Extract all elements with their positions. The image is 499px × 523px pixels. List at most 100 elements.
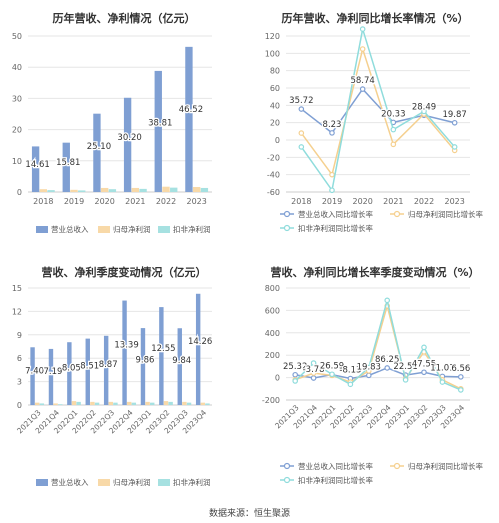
data-source-footer: 数据来源：恒生聚源 [208, 509, 290, 519]
data-label: 25.32 [283, 362, 307, 372]
data-label: 9.84 [172, 356, 191, 366]
x-tick-label: 2019 [64, 197, 84, 206]
y-tick-label: 3 [17, 378, 22, 387]
bar-deducted-profit [170, 187, 178, 192]
bar-parent-profit [71, 401, 77, 405]
bar-deducted-profit [39, 403, 45, 405]
bar-parent-profit [90, 401, 95, 405]
data-point [347, 381, 354, 388]
data-point [457, 374, 464, 380]
data-label: 86.25 [375, 355, 399, 365]
bar-parent-profit [182, 401, 187, 405]
data-point [298, 130, 305, 136]
legend-swatch [158, 226, 170, 233]
legend-marker [283, 476, 291, 484]
data-point [365, 364, 372, 371]
data-point [457, 387, 464, 393]
x-tick-label: 2018 [33, 197, 53, 206]
data-label: 19.87 [442, 110, 466, 120]
y-tick-label: 20 [12, 126, 22, 135]
data-label: 7.19 [43, 367, 62, 377]
x-tick-label: 2019 [322, 197, 342, 206]
x-tick-label: 2022 [414, 197, 434, 206]
chart-title: 营收、净利季度变动情况（亿元） [42, 265, 207, 279]
y-tick-label: 0 [17, 401, 22, 410]
y-tick-label: -60 [267, 188, 280, 197]
data-point [421, 369, 427, 376]
y-tick-label: 80 [270, 67, 280, 76]
data-point [365, 372, 372, 379]
bar-deducted-profit [186, 402, 192, 405]
data-label: 58.74 [350, 76, 374, 86]
data-point [402, 377, 409, 383]
data-point [359, 26, 366, 32]
x-tick-label: 2022 [156, 197, 176, 206]
data-label: 14.61 [25, 160, 49, 170]
bar-deducted-profit [94, 402, 100, 405]
y-tick-label: -40 [267, 171, 280, 180]
bar-parent-profit [53, 403, 58, 405]
legend-label: 归母净利润同比增长率 [408, 461, 483, 471]
data-point [329, 171, 335, 178]
chart-title: 历年营收、净利同比增长率情况（%） [281, 11, 468, 25]
y-tick-label: 200 [265, 351, 280, 360]
y-tick-label: 40 [12, 63, 22, 72]
data-point [439, 379, 446, 385]
x-tick-label: 2023 [186, 197, 206, 206]
y-tick-label: -200 [262, 396, 280, 405]
y-tick-label: 120 [265, 32, 280, 41]
bar-revenue [122, 300, 127, 405]
bar-revenue [67, 342, 72, 405]
bar-parent-profit [126, 401, 132, 405]
chart-title: 营收、净利同比增长率季度变动情况（%） [270, 265, 479, 279]
bar-revenue [154, 70, 162, 192]
data-label: 8.51 [80, 361, 99, 371]
y-tick-label: 0 [17, 188, 22, 197]
bar-revenue [93, 113, 101, 192]
x-tick-label: 2021 [383, 197, 403, 206]
y-tick-label: 400 [265, 329, 280, 338]
data-point [384, 365, 391, 371]
data-label: 7.40 [25, 366, 44, 376]
bar-parent-profit [163, 401, 169, 405]
x-tick-label: 2021 [125, 197, 145, 206]
data-label: 20.33 [381, 109, 405, 119]
y-tick-label: 10 [12, 157, 22, 166]
bar-parent-profit [108, 401, 114, 405]
data-label: 30.20 [117, 133, 141, 143]
y-tick-label: 12 [12, 307, 22, 316]
data-point [310, 375, 317, 381]
data-point [384, 297, 391, 304]
bar-deducted-profit [131, 402, 137, 405]
data-label: 22.51 [393, 362, 417, 372]
bar-deducted-profit [76, 401, 81, 405]
legend-label: 扣非净利润同比增长率 [298, 475, 373, 485]
data-label: -8.13 [339, 366, 361, 376]
y-tick-label: 100 [265, 49, 280, 58]
legend-label: 营业总收入同比增长率 [298, 461, 373, 471]
bar-revenue [48, 348, 54, 405]
bar-deducted-profit [150, 402, 155, 405]
y-tick-label: 800 [265, 284, 280, 293]
data-point [390, 141, 397, 148]
data-label: 8.05 [62, 363, 81, 373]
data-label: 9.86 [135, 356, 154, 366]
bar-revenue [103, 335, 109, 405]
bar-revenue [31, 146, 40, 192]
legend: 营业总收入 归母净利润 扣非净利润 [36, 477, 211, 487]
legend-label: 归母净利润 [113, 477, 151, 487]
series-line [295, 367, 461, 380]
data-point [451, 119, 458, 126]
data-point [292, 378, 299, 384]
chart-title: 历年营收、净利情况（亿元） [53, 11, 196, 25]
x-tick-label: 2020 [94, 197, 114, 206]
legend-label: 归母净利润同比增长率 [408, 209, 483, 219]
data-label: 6.56 [451, 364, 470, 374]
y-tick-label: 50 [12, 32, 22, 41]
bar-parent-profit [192, 187, 201, 192]
data-label: 47.55 [412, 359, 436, 369]
bar-deducted-profit [168, 401, 173, 405]
data-point [359, 46, 366, 52]
y-tick-label: 30 [12, 94, 22, 103]
